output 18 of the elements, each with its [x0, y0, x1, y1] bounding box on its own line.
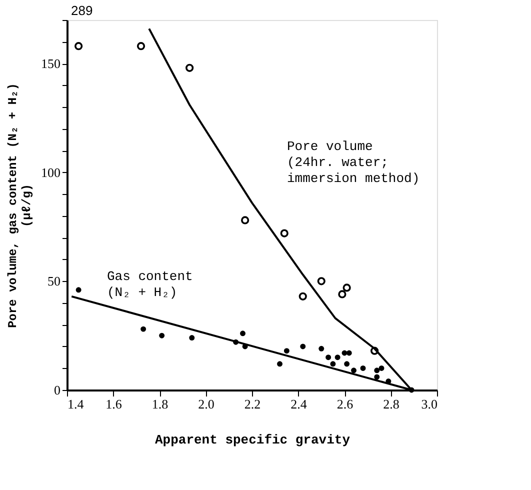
x-tick-label: 2.0 [198, 396, 214, 412]
y-axis-title: Pore volume, gas content (N₂ + H₂) (μℓ/g) [6, 83, 34, 328]
x-tick-label: 2.8 [383, 396, 400, 412]
annotation: Pore volume (24hr. water; immersion method) [287, 139, 420, 186]
y-tick-label: 0 [54, 382, 60, 398]
x-axis-title: Apparent specific gravity [154, 432, 350, 448]
x-tick-label: 1.8 [152, 396, 168, 412]
x-tick-label: 1.6 [106, 396, 122, 412]
annotation: Gas content (N₂ + H₂) [107, 269, 193, 300]
x-tick-label: 2.6 [336, 396, 354, 412]
x-tick-label: 2.4 [290, 396, 308, 412]
y-tick-label: 50 [48, 274, 60, 289]
y-tick-label: 100 [41, 164, 60, 180]
x-tick-label: 3.0 [421, 396, 438, 412]
y-tick-label: 150 [41, 56, 60, 72]
x-tick-label: 1.4 [68, 396, 84, 412]
text: 289 [71, 3, 93, 18]
x-tick-label: 2.2 [244, 396, 261, 412]
